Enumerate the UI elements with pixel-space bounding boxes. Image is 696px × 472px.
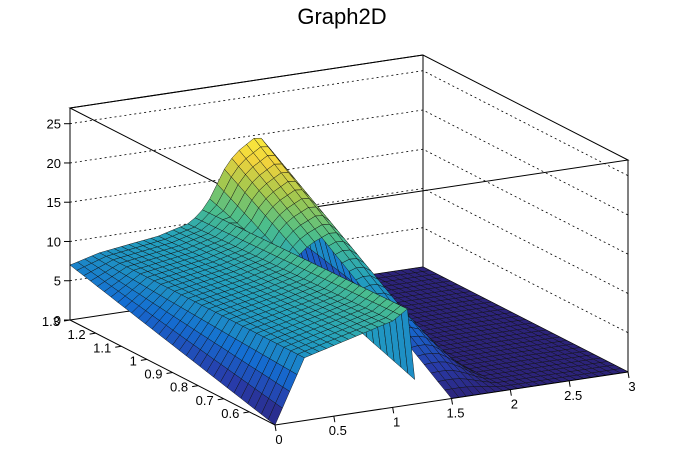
top-frame bbox=[68, 54, 630, 214]
y-tick-mark-4 bbox=[140, 358, 147, 361]
z-tick-label-5: 25 bbox=[47, 117, 61, 132]
x-tick-mark-1 bbox=[333, 416, 336, 423]
x-tick-label-5: 2.5 bbox=[564, 388, 582, 403]
z-tick-label-4: 20 bbox=[47, 156, 61, 171]
y-tick-label-7: 1.3 bbox=[42, 314, 60, 329]
x-tick-label-1: 0.5 bbox=[329, 423, 347, 438]
x-tick-label-0: 0 bbox=[275, 432, 282, 447]
y-tick-mark-5 bbox=[115, 345, 122, 348]
y-tick-label-1: 0.7 bbox=[196, 393, 214, 408]
x-tick-mark-6 bbox=[627, 371, 630, 379]
y-tick-mark-3 bbox=[166, 372, 173, 374]
y-tick-label-6: 1.2 bbox=[68, 327, 86, 342]
y-tick-mark-1 bbox=[217, 398, 224, 401]
x-tick-label-6: 3 bbox=[628, 379, 635, 394]
surface-cell-0-0 bbox=[267, 403, 283, 426]
y-tick-label-5: 1.1 bbox=[93, 340, 111, 355]
z-tick-label-1: 5 bbox=[54, 274, 61, 289]
z-gridline-5 bbox=[69, 70, 629, 177]
z-tick-label-3: 15 bbox=[47, 195, 61, 210]
y-tick-label-4: 1 bbox=[130, 353, 137, 368]
y-tick-mark-0 bbox=[243, 411, 250, 414]
y-tick-mark-2 bbox=[192, 385, 199, 388]
y-tick-mark-6 bbox=[89, 332, 96, 335]
x-tick-mark-4 bbox=[509, 389, 512, 396]
x-tick-mark-0 bbox=[274, 424, 277, 432]
surface-mesh bbox=[69, 137, 629, 426]
y-tick-label-0: 0.6 bbox=[221, 406, 239, 421]
z-tick-label-2: 10 bbox=[47, 234, 61, 249]
y-tick-label-2: 0.8 bbox=[170, 380, 188, 395]
chart-title: Graph2D bbox=[297, 4, 386, 29]
tick-labels: 00.511.522.530.60.70.80.911.11.21.305101… bbox=[42, 117, 636, 447]
x-tick-label-3: 1.5 bbox=[446, 406, 464, 421]
y-tick-label-3: 0.9 bbox=[144, 367, 162, 382]
z-tick-label-0: 0 bbox=[54, 313, 61, 328]
top-back-edge bbox=[69, 54, 424, 109]
x-tick-mark-5 bbox=[568, 380, 571, 387]
z-gridline-4 bbox=[69, 109, 629, 216]
x-tick-label-2: 1 bbox=[393, 414, 400, 429]
x-tick-mark-2 bbox=[392, 407, 395, 414]
x-tick-label-4: 2 bbox=[511, 397, 518, 412]
x-tick-mark-3 bbox=[451, 398, 453, 405]
